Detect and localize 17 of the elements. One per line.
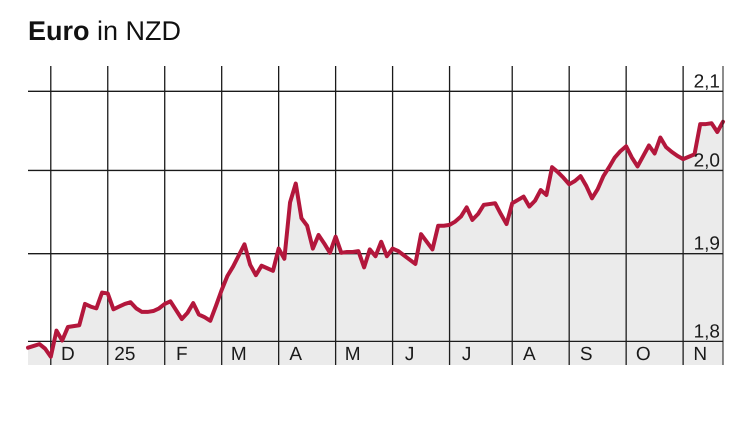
x-tick-label: S bbox=[580, 344, 593, 365]
y-tick-label: 1,8 bbox=[694, 321, 720, 342]
x-tick-label: 25 bbox=[114, 344, 136, 365]
x-tick-label: M bbox=[344, 344, 361, 365]
chart-title: Euro in NZD bbox=[28, 15, 182, 47]
x-tick-label: F bbox=[176, 344, 188, 365]
x-tick-label: A bbox=[522, 344, 536, 365]
x-tick-label: J bbox=[404, 344, 414, 365]
x-tick-label: J bbox=[462, 344, 472, 365]
x-tick-label: N bbox=[693, 344, 708, 365]
y-tick-label: 2,1 bbox=[694, 71, 720, 92]
x-tick-label: A bbox=[289, 344, 302, 365]
x-tick-label: O bbox=[636, 344, 651, 365]
y-tick-label: 2,0 bbox=[694, 150, 720, 172]
x-tick-label: D bbox=[61, 344, 75, 365]
x-tick-label: M bbox=[230, 344, 247, 365]
y-tick-label: 1,9 bbox=[694, 234, 720, 255]
